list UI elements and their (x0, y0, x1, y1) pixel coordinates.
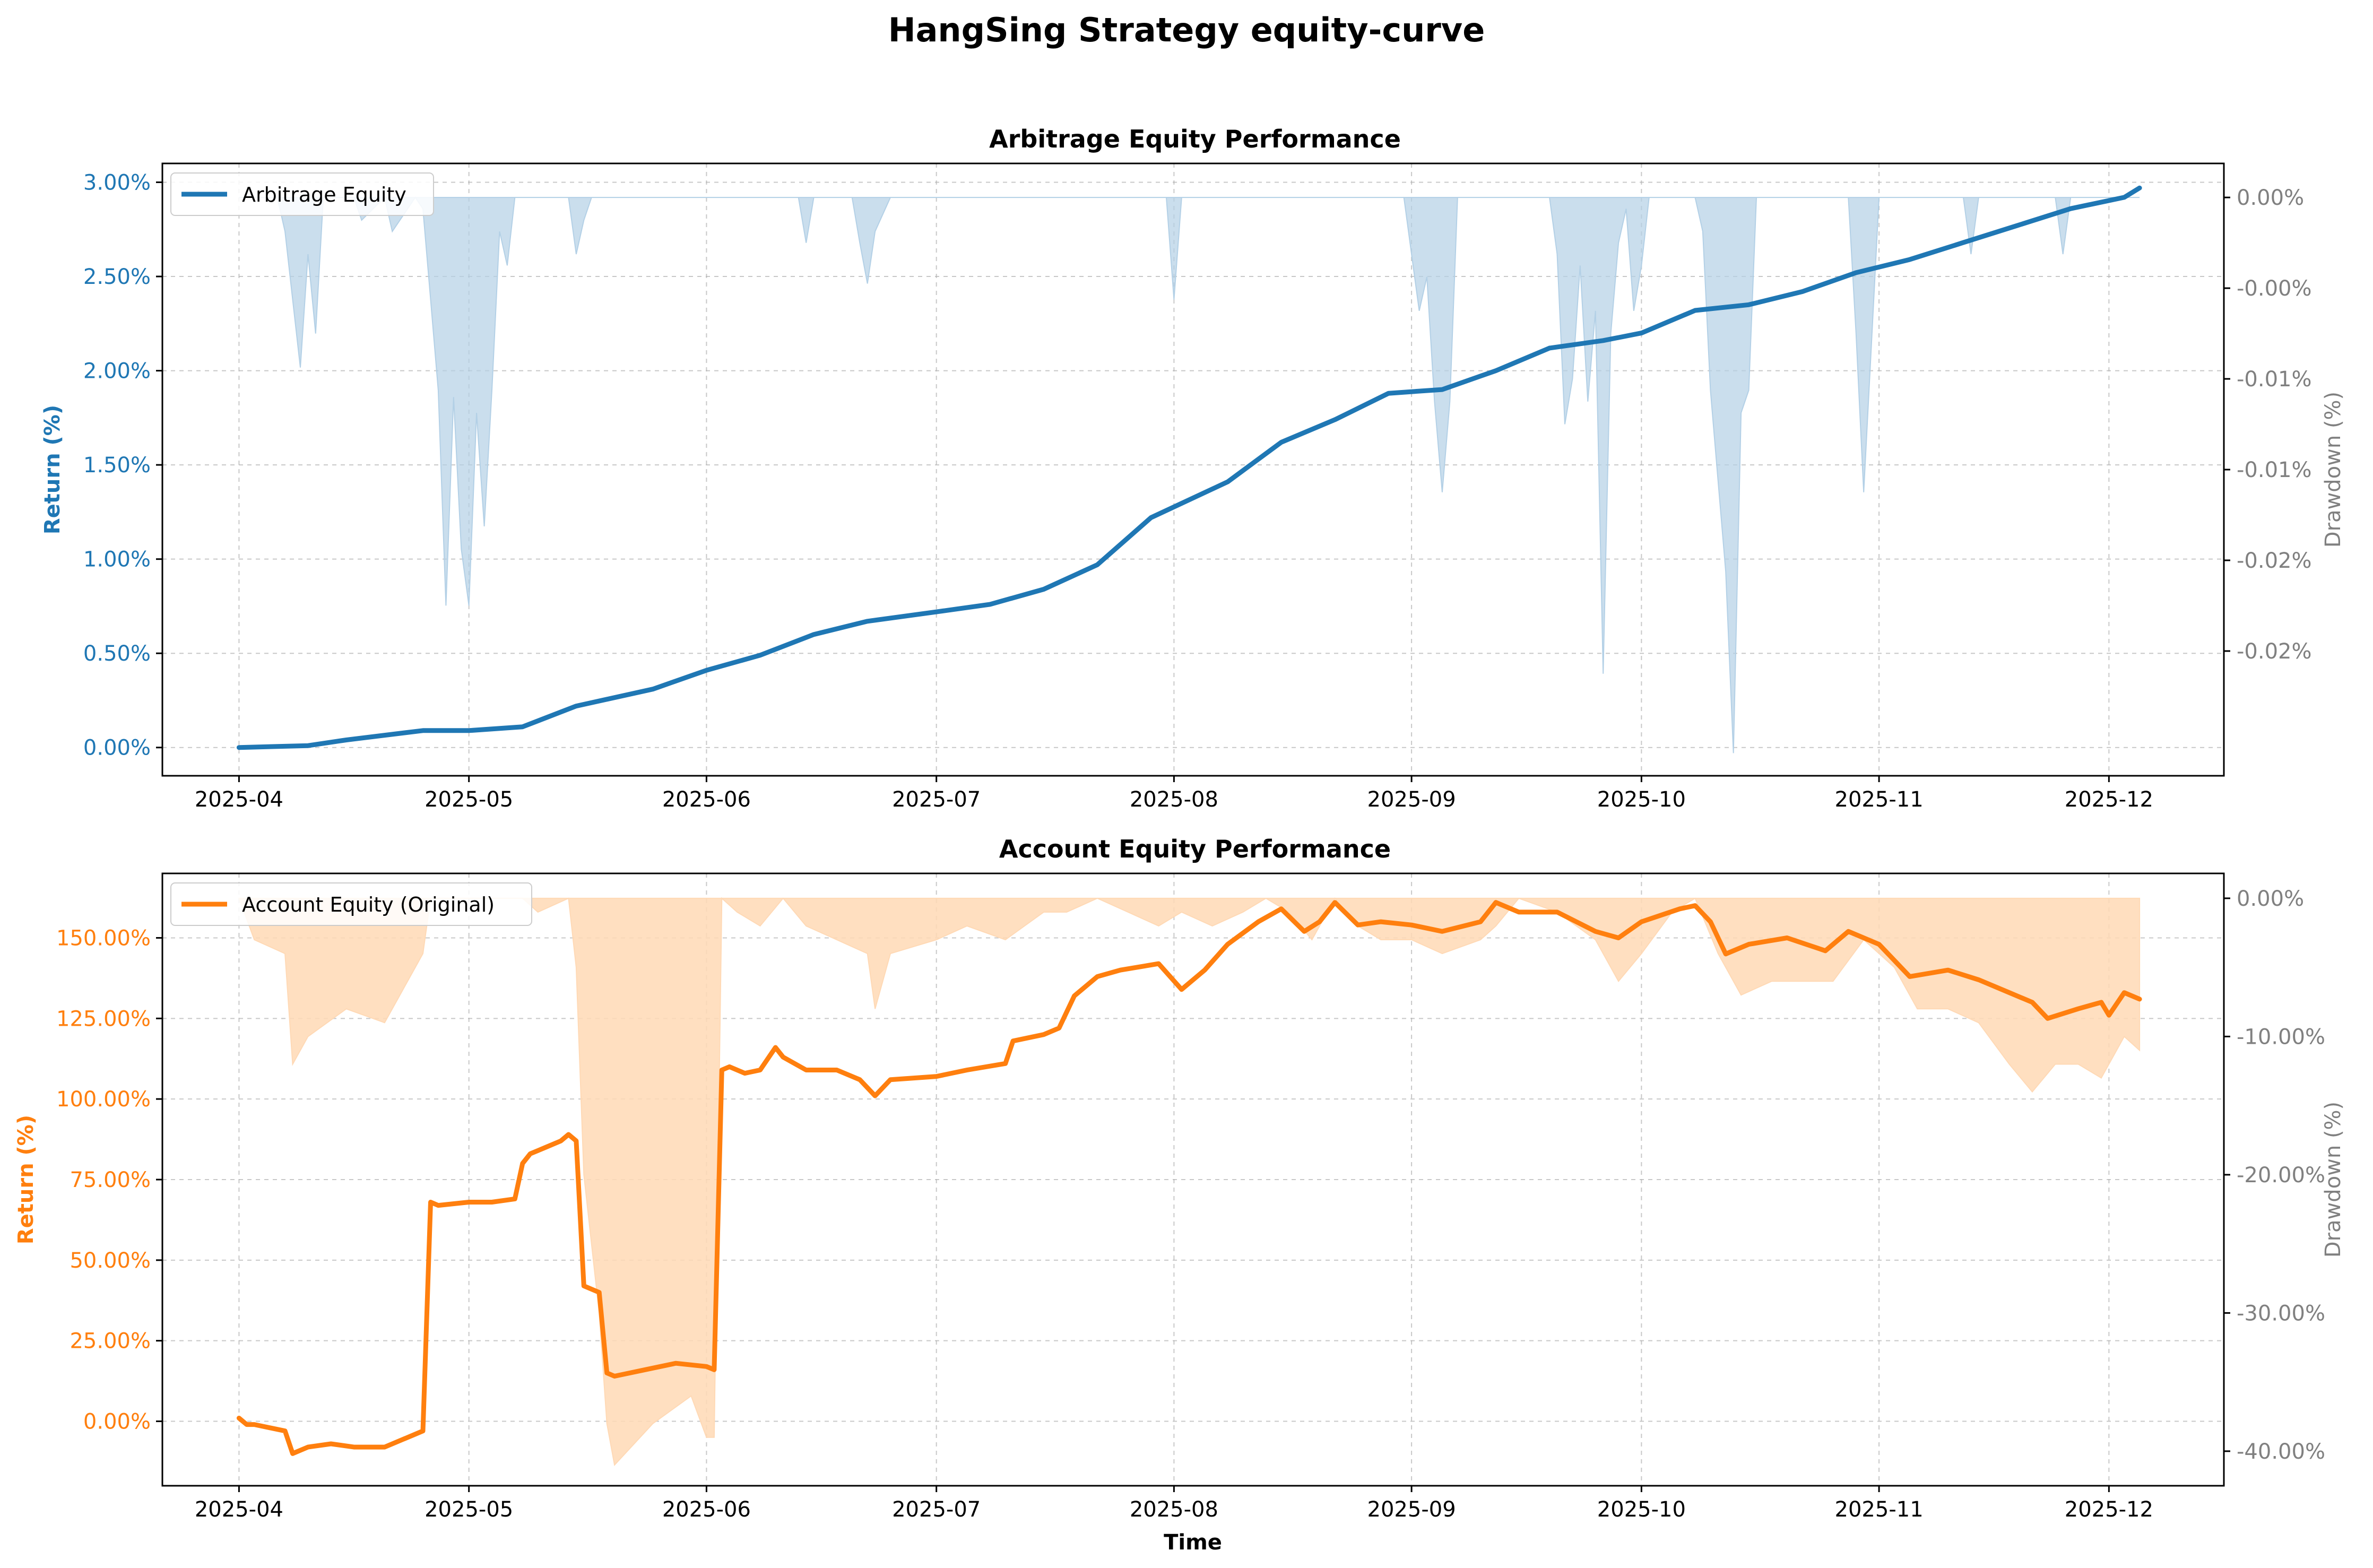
arbitrage-x-tick-label: 2025-08 (1130, 787, 1218, 812)
arbitrage-y2-tick-label: -0.02% (2237, 639, 2312, 664)
arbitrage-x-tick-label: 2025-09 (1367, 787, 1456, 812)
account-x-tick-label: 2025-08 (1130, 1497, 1218, 1522)
account-x-tick-label: 2025-04 (195, 1497, 283, 1522)
arbitrage-y-tick-label: 3.00% (83, 171, 151, 195)
account-y2-tick-label: -20.00% (2237, 1163, 2325, 1188)
arbitrage-x-tick-label: 2025-11 (1835, 787, 1924, 812)
account-y2-axis-label: Drawdown (%) (2321, 1102, 2345, 1258)
account-y2-tick-label: -40.00% (2237, 1440, 2325, 1464)
arbitrage-y-tick-label: 2.00% (83, 359, 151, 384)
arbitrage-y-tick-label: 2.50% (83, 265, 151, 289)
account-y-axis-label: Return (%) (14, 1115, 38, 1244)
arbitrage-x-tick-label: 2025-12 (2065, 787, 2153, 812)
arbitrage-x-tick-label: 2025-05 (425, 787, 513, 812)
account-x-tick-label: 2025-07 (892, 1497, 981, 1522)
arbitrage-y-axis-label: Return (%) (40, 405, 65, 534)
arbitrage-y2-tick-label: -0.02% (2237, 549, 2312, 573)
account-x-tick-label: 2025-05 (425, 1497, 513, 1522)
account-y2-tick-label: -30.00% (2237, 1301, 2325, 1326)
account-y-tick-label: 50.00% (70, 1249, 151, 1273)
arbitrage-chart-title: Arbitrage Equity Performance (989, 125, 1401, 153)
arbitrage-y2-tick-label: -0.01% (2237, 367, 2312, 392)
account-x-tick-label: 2025-12 (2065, 1497, 2153, 1522)
account-x-tick-label: 2025-11 (1835, 1497, 1924, 1522)
arbitrage-y2-axis-label: Drawdown (%) (2321, 392, 2345, 548)
figure-title: HangSing Strategy equity-curve (888, 11, 1485, 49)
arbitrage-y-tick-label: 0.50% (83, 642, 151, 666)
account-y-tick-label: 75.00% (70, 1168, 151, 1192)
arbitrage-y-tick-label: 0.00% (83, 736, 151, 760)
arbitrage-x-tick-label: 2025-04 (195, 787, 283, 812)
arbitrage-y-tick-label: 1.50% (83, 453, 151, 478)
arbitrage-y2-tick-label: 0.00% (2237, 186, 2304, 210)
account-y-tick-label: 150.00% (56, 926, 151, 950)
account-chart-title: Account Equity Performance (999, 835, 1391, 863)
arbitrage-x-tick-label: 2025-06 (662, 787, 751, 812)
account-chart: Account Equity Performance 2025-04 2025-0… (14, 835, 2345, 1555)
account-y-tick-label: 125.00% (56, 1007, 151, 1031)
account-x-axis-label: Time (1164, 1530, 1222, 1555)
account-y2-tick-label: 0.00% (2237, 887, 2304, 911)
arbitrage-y2-tick-label: -0.01% (2237, 458, 2312, 482)
arbitrage-legend-label: Arbitrage Equity (242, 183, 406, 206)
arbitrage-x-tick-label: 2025-10 (1597, 787, 1686, 812)
account-legend-label: Account Equity (Original) (242, 893, 495, 916)
arbitrage-x-tick-label: 2025-07 (892, 787, 981, 812)
arbitrage-drawdown-area (239, 196, 2140, 753)
account-y-tick-label: 25.00% (70, 1329, 151, 1354)
arbitrage-legend: Arbitrage Equity (170, 172, 434, 216)
account-x-tick-label: 2025-06 (662, 1497, 751, 1522)
arbitrage-equity-line (236, 185, 2142, 750)
arbitrage-y2-tick-label: -0.00% (2237, 276, 2312, 301)
account-y2-tick-label: -10.00% (2237, 1025, 2325, 1049)
account-x-tick-label: 2025-10 (1597, 1497, 1686, 1522)
account-y-tick-label: 100.00% (56, 1087, 151, 1112)
account-x-tick-label: 2025-09 (1367, 1497, 1456, 1522)
arbitrage-chart: Arbitrage Equity Performance 2025-04 2025… (40, 125, 2345, 812)
account-legend: Account Equity (Original) (170, 882, 532, 926)
account-y-tick-label: 0.00% (83, 1410, 151, 1434)
account-equity-line (236, 900, 2142, 1456)
arbitrage-y-tick-label: 1.00% (83, 548, 151, 572)
